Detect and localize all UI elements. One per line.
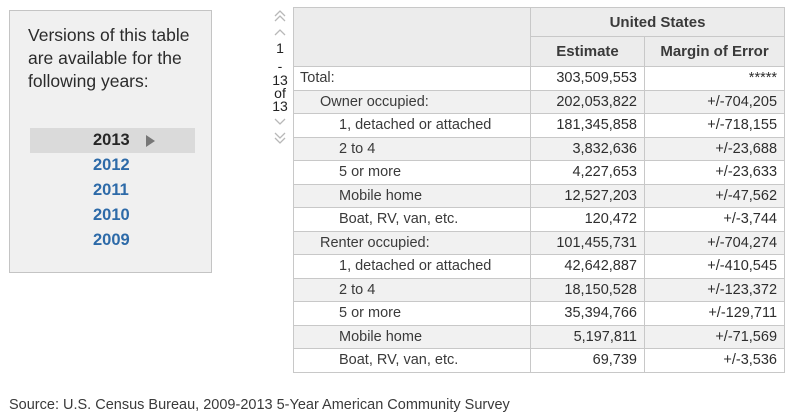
range-end: 13 — [272, 72, 288, 88]
estimate-cell: 42,642,887 — [530, 254, 645, 279]
row-label: Mobile home — [293, 183, 531, 208]
year-item-2009[interactable]: 2009 — [30, 228, 195, 253]
table-row: 5 or more 35,394,766 +/-129,711 — [293, 301, 786, 326]
data-table: United States Estimate Margin of Error T… — [293, 7, 786, 373]
header-row-geo: United States — [293, 7, 786, 67]
year-label: 2013 — [93, 131, 130, 149]
estimate-cell: 120,472 — [530, 207, 645, 232]
estimate-header: Estimate — [530, 36, 645, 67]
row-label: 5 or more — [293, 301, 531, 326]
estimate-cell: 18,150,528 — [530, 277, 645, 302]
estimate-cell: 35,394,766 — [530, 301, 645, 326]
table-row: Mobile home 5,197,811 +/-71,569 — [293, 324, 786, 349]
table-row: Renter occupied: 101,455,731 +/-704,274 — [293, 230, 786, 255]
moe-cell: +/-71,569 — [643, 324, 786, 349]
row-label: 2 to 4 — [293, 136, 531, 161]
table-row: Total: 303,509,553 ***** — [293, 66, 786, 91]
estimate-cell: 3,832,636 — [530, 136, 645, 161]
header-blank-cell — [293, 7, 531, 67]
moe-cell: +/-123,372 — [643, 277, 786, 302]
year-item-2011[interactable]: 2011 — [30, 178, 195, 203]
previous-page-icon[interactable] — [274, 26, 286, 38]
estimate-cell: 69,739 — [530, 348, 645, 373]
header-row-columns: Estimate Margin of Error — [294, 36, 786, 67]
first-page-icon[interactable] — [274, 10, 286, 22]
moe-cell: +/-23,688 — [643, 136, 786, 161]
row-label: 5 or more — [293, 160, 531, 185]
moe-cell: +/-704,274 — [643, 230, 786, 255]
moe-cell: +/-718,155 — [643, 113, 786, 138]
estimate-cell: 303,509,553 — [530, 66, 645, 91]
year-label: 2011 — [93, 181, 129, 199]
table-row: Boat, RV, van, etc. 120,472 +/-3,744 — [293, 207, 786, 232]
table-row: 2 to 4 18,150,528 +/-123,372 — [293, 277, 786, 302]
moe-cell: +/-129,711 — [643, 301, 786, 326]
moe-header: Margin of Error — [643, 36, 786, 67]
moe-cell: +/-410,545 — [643, 254, 786, 279]
row-label: Boat, RV, van, etc. — [293, 348, 531, 373]
selected-arrow-icon — [146, 135, 155, 147]
estimate-cell: 101,455,731 — [530, 230, 645, 255]
estimate-cell: 5,197,811 — [530, 324, 645, 349]
range-start: 1 — [276, 40, 284, 56]
table-row: Mobile home 12,527,203 +/-47,562 — [293, 183, 786, 208]
table-row: 5 or more 4,227,653 +/-23,633 — [293, 160, 786, 185]
last-page-icon[interactable] — [274, 132, 286, 144]
row-label: Total: — [293, 66, 531, 91]
moe-cell: +/-3,536 — [643, 348, 786, 373]
moe-cell: ***** — [643, 66, 786, 91]
year-item-2013[interactable]: 2013 — [30, 128, 195, 153]
range-dash: - — [277, 58, 283, 74]
row-label: Renter occupied: — [293, 230, 531, 255]
table-row: 1, detached or attached 42,642,887 +/-410,… — [293, 254, 786, 279]
table-row: Owner occupied: 202,053,822 +/-704,205 — [293, 89, 786, 114]
table-row: Boat, RV, van, etc. 69,739 +/-3,536 — [293, 348, 786, 373]
year-item-2010[interactable]: 2010 — [30, 203, 195, 228]
row-label: 1, detached or attached — [293, 254, 531, 279]
row-label: Boat, RV, van, etc. — [293, 207, 531, 232]
versions-panel: Versions of this table are available for… — [9, 10, 212, 273]
row-label: Owner occupied: — [293, 89, 531, 114]
range-total: 13 — [272, 98, 288, 114]
estimate-cell: 4,227,653 — [530, 160, 645, 185]
table-row: 1, detached or attached 181,345,858 +/-718… — [293, 113, 786, 138]
row-label: 1, detached or attached — [293, 113, 531, 138]
row-navigator: 1 - 13 of 13 — [268, 8, 292, 158]
range-of: of — [274, 85, 286, 101]
moe-cell: +/-3,744 — [643, 207, 786, 232]
year-item-2012[interactable]: 2012 — [30, 153, 195, 178]
row-label: Mobile home — [293, 324, 531, 349]
moe-cell: +/-23,633 — [643, 160, 786, 185]
year-list: 2013 2012 2011 2010 2009 — [30, 128, 195, 253]
year-label: 2010 — [93, 206, 130, 224]
geo-header: United States — [529, 7, 786, 37]
year-label: 2012 — [93, 156, 130, 174]
moe-cell: +/-704,205 — [643, 89, 786, 114]
table-row: 2 to 4 3,832,636 +/-23,688 — [293, 136, 786, 161]
next-page-icon[interactable] — [274, 116, 286, 128]
versions-title: Versions of this table are available for… — [28, 25, 190, 91]
year-label: 2009 — [93, 231, 130, 249]
estimate-cell: 12,527,203 — [530, 183, 645, 208]
row-label: 2 to 4 — [293, 277, 531, 302]
table-body: Total: 303,509,553 ***** Owner occupied: 202… — [293, 66, 786, 373]
estimate-cell: 181,345,858 — [530, 113, 645, 138]
source-note: Source: U.S. Census Bureau, 2009-2013 5-… — [9, 397, 510, 413]
moe-cell: +/-47,562 — [643, 183, 786, 208]
estimate-cell: 202,053,822 — [530, 89, 645, 114]
